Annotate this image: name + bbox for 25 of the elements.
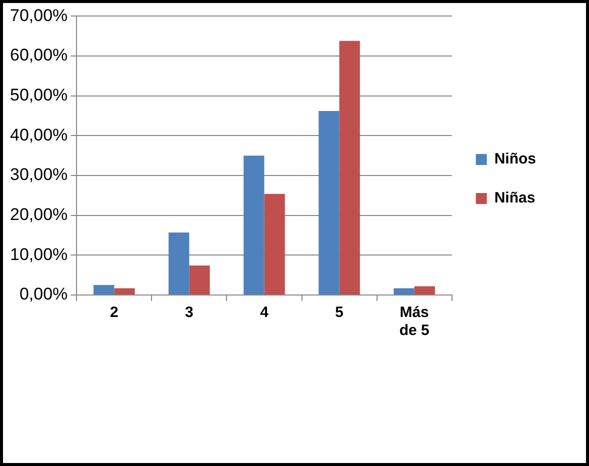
- y-tick-label: 70,00%: [10, 6, 68, 25]
- y-tick-label: 50,00%: [10, 86, 68, 105]
- bar: [168, 232, 190, 294]
- bar: [189, 266, 210, 294]
- bar: [94, 285, 114, 294]
- x-tick-label: 4: [260, 304, 270, 322]
- bar: [414, 286, 435, 294]
- legend-label: Niños: [494, 150, 536, 168]
- bar: [244, 156, 264, 294]
- x-tick-label: 2: [110, 304, 118, 322]
- y-tick-label: 0,00%: [19, 284, 68, 304]
- bar: [318, 110, 340, 294]
- legend-label: Niñas: [494, 190, 536, 207]
- x-tick-label: Más de 5: [399, 304, 430, 340]
- bar: [264, 194, 285, 294]
- x-tick-label: 5: [335, 304, 344, 322]
- y-tick-label: 30,00%: [10, 165, 68, 184]
- y-tick-label: 60,00%: [10, 46, 68, 65]
- y-tick-label: 20,00%: [10, 205, 68, 224]
- x-tick-label: 3: [185, 304, 194, 322]
- bar: [394, 288, 414, 294]
- bar: [114, 288, 135, 294]
- y-tick-label: 10,00%: [10, 244, 68, 264]
- y-tick-label: 40,00%: [10, 125, 68, 144]
- bar: [339, 40, 360, 294]
